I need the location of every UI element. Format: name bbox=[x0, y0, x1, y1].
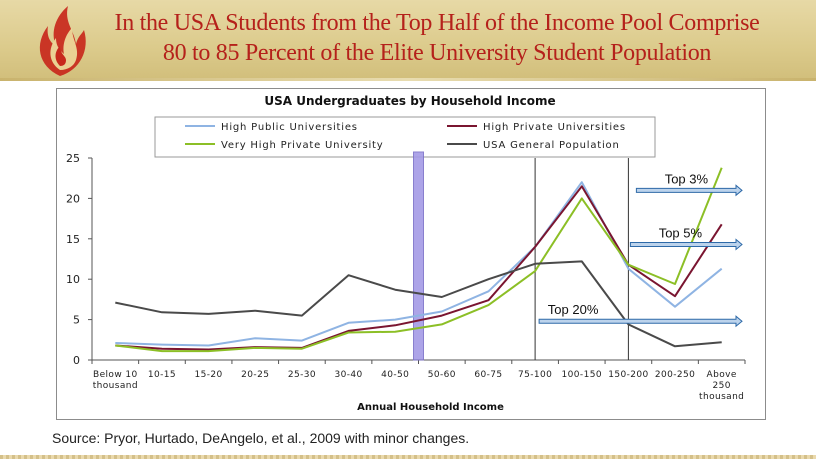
y-tick-label: 10 bbox=[66, 273, 80, 286]
line-chart: High Public Universities High Private Uni… bbox=[66, 116, 746, 413]
x-tick-label: 250 bbox=[712, 381, 730, 391]
series-line bbox=[115, 185, 723, 351]
x-tick-label: 100-150 bbox=[562, 370, 602, 380]
annotation-arrow bbox=[635, 184, 743, 197]
y-tick-label: 20 bbox=[66, 192, 80, 205]
series-line bbox=[115, 260, 722, 348]
annotation-arrow bbox=[629, 238, 743, 251]
y-tick-label: 5 bbox=[73, 314, 80, 327]
y-tick-label: 0 bbox=[73, 354, 80, 367]
x-tick-label: Below 10 bbox=[93, 370, 138, 380]
x-axis-label: Annual Household Income bbox=[357, 402, 504, 413]
slide-title-line-2: 80 to 85 Percent of the Elite University… bbox=[162, 40, 712, 66]
x-tick-label: 25-30 bbox=[288, 370, 316, 380]
legend-label: USA General Population bbox=[483, 140, 620, 151]
x-tick-label: 40-50 bbox=[381, 370, 409, 380]
legend-label: Very High Private University bbox=[221, 140, 383, 151]
x-tick-label: thousand bbox=[93, 381, 138, 391]
chart-title: USA Undergraduates by Household Income bbox=[264, 94, 556, 108]
annotation-label: Top 3% bbox=[665, 171, 709, 186]
median-divider-bar bbox=[413, 151, 424, 361]
annotation-arrow bbox=[538, 315, 743, 328]
x-tick-label: 60-75 bbox=[474, 370, 502, 380]
x-tick-label: 75-100 bbox=[518, 370, 552, 380]
x-tick-label: 50-60 bbox=[428, 370, 456, 380]
legend-box bbox=[154, 116, 656, 158]
y-tick-label: 15 bbox=[66, 233, 80, 246]
x-tick-label: 30-40 bbox=[334, 370, 362, 380]
legend-label: High Private Universities bbox=[483, 122, 626, 133]
flame-logo-icon bbox=[39, 6, 86, 76]
source-citation: Source: Pryor, Hurtado, DeAngelo, et al.… bbox=[52, 430, 470, 446]
annotation-label: Top 5% bbox=[659, 225, 703, 240]
annotation-label: Top 20% bbox=[548, 302, 599, 317]
x-tick-label: Above bbox=[707, 370, 737, 380]
x-tick-label: 20-25 bbox=[241, 370, 269, 380]
legend-label: High Public Universities bbox=[221, 122, 358, 133]
x-tick-label: 200-250 bbox=[655, 370, 695, 380]
x-tick-label: thousand bbox=[699, 392, 744, 402]
y-tick-label: 25 bbox=[66, 152, 80, 165]
x-tick-label: 15-20 bbox=[195, 370, 223, 380]
banner-divider bbox=[0, 78, 816, 81]
series-line bbox=[115, 167, 723, 353]
title-banner: In the USA Students from the Top Half of… bbox=[0, 0, 816, 78]
x-tick-label: 10-15 bbox=[148, 370, 176, 380]
slide-title-line-1: In the USA Students from the Top Half of… bbox=[114, 10, 760, 36]
x-tick-label: 150-200 bbox=[608, 370, 648, 380]
bottom-border bbox=[0, 455, 816, 459]
